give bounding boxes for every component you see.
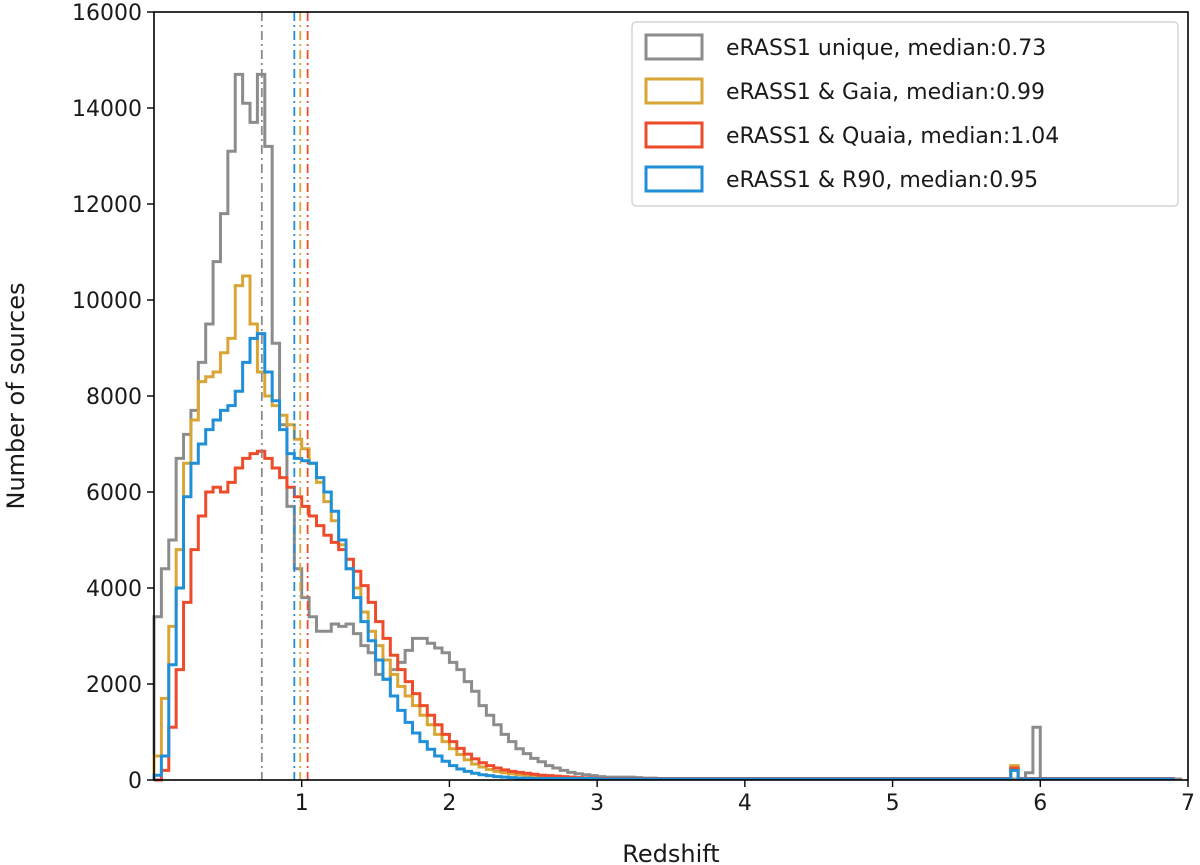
y-tick-label: 10000	[72, 289, 142, 314]
legend-swatch-1	[644, 33, 704, 61]
y-tick-label: 12000	[72, 193, 142, 218]
y-tick-label: 14000	[72, 97, 142, 122]
y-axis-ticks: 0 2000 4000 6000 8000 10000 12000 14000 16000	[72, 1, 154, 794]
y-tick-label: 6000	[86, 481, 142, 506]
x-tick-label: 2	[442, 791, 456, 816]
legend-frame	[631, 21, 1179, 207]
x-tick-label: 7	[1181, 791, 1195, 816]
x-axis-ticks: 1 2 3 4 5 6 7	[295, 780, 1195, 816]
y-tick-label: 16000	[72, 1, 142, 26]
legend-label-3: eRASS1 & Quaia, median:1.04	[726, 124, 1059, 149]
y-tick-label: 2000	[86, 673, 142, 698]
legend-swatch-4	[644, 165, 704, 193]
legend: eRASS1 unique, median:0.73 eRASS1 & Gaia,…	[631, 21, 1179, 207]
legend-label-1: eRASS1 unique, median:0.73	[726, 36, 1046, 61]
series-4-histogram	[152, 332, 1175, 781]
median-lines	[260, 12, 309, 780]
y-tick-label: 4000	[86, 577, 142, 602]
x-tick-label: 1	[295, 791, 309, 816]
y-axis-title: Number of sources	[2, 282, 30, 509]
x-tick-label: 5	[886, 791, 900, 816]
x-tick-label: 4	[738, 791, 752, 816]
legend-swatch-3	[644, 121, 704, 149]
y-tick-label: 8000	[86, 385, 142, 410]
legend-swatch-2	[644, 77, 704, 105]
x-tick-label: 6	[1033, 791, 1047, 816]
series-layer	[152, 72, 1183, 782]
x-tick-label: 3	[590, 791, 604, 816]
legend-label-2: eRASS1 & Gaia, median:0.99	[726, 80, 1045, 105]
y-tick-label: 0	[128, 769, 142, 794]
x-axis-title: Redshift	[622, 840, 719, 865]
legend-label-4: eRASS1 & R90, median:0.95	[726, 168, 1038, 193]
